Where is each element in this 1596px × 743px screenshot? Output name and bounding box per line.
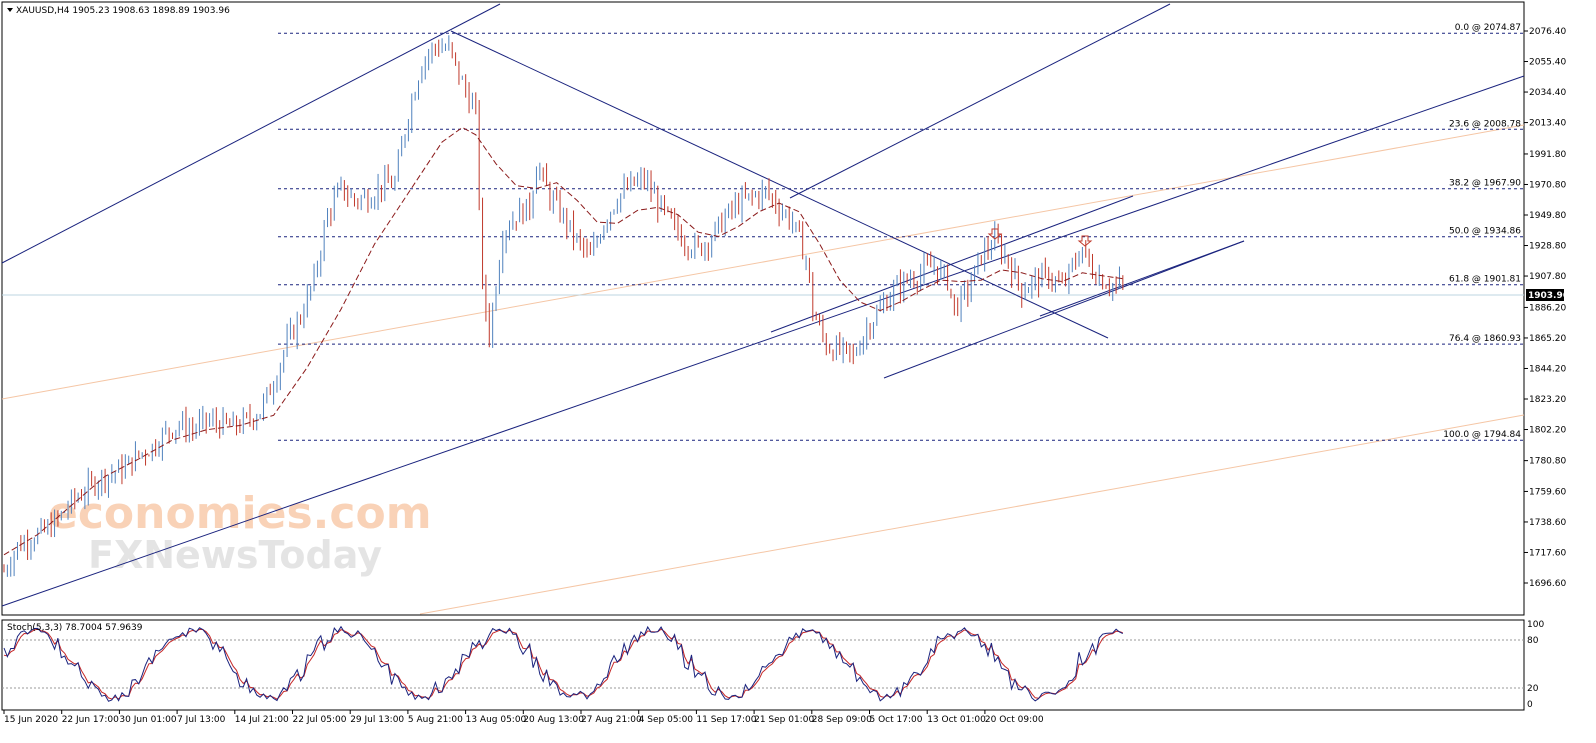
x-tick-label: 28 Sep 09:00 <box>812 715 872 725</box>
y-tick-label: 1886.20 <box>1529 303 1566 313</box>
y-tick-label: 1928.80 <box>1529 242 1566 252</box>
candles <box>3 35 1124 577</box>
fib-label-61.8: 61.8 @ 1901.81 <box>1449 275 1521 285</box>
orange-lower-line <box>419 414 1525 615</box>
stoch-y-label: 20 <box>1527 684 1539 694</box>
stoch-plot-frame <box>1 619 1525 711</box>
y-tick-label: 1717.60 <box>1529 548 1566 558</box>
trend-lines <box>1 3 1525 607</box>
time-axis: 15 Jun 2020 22 Jun 17:00 30 Jun 01:00 7 Jul… <box>3 710 1044 725</box>
current-price-box <box>1526 289 1564 301</box>
stoch-y-label: 0 <box>1527 700 1533 710</box>
x-tick-label: 29 Jul 13:00 <box>350 715 404 725</box>
x-tick-label: 5 Oct 17:00 <box>870 715 923 725</box>
x-tick-label: 22 Jun 17:00 <box>62 715 119 725</box>
x-tick-label: 22 Jul 05:00 <box>293 715 347 725</box>
y-tick-label: 2013.40 <box>1529 119 1566 129</box>
watermark-line1: economies.com <box>48 488 432 539</box>
current-price-label: 1903.96 <box>1528 291 1569 301</box>
x-tick-label: 20 Aug 13:00 <box>523 715 584 725</box>
price-axis: 2076.40 2055.40 2034.40 2013.40 1991.80 1970.… <box>1524 27 1566 589</box>
y-tick-label: 1991.80 <box>1529 150 1566 160</box>
main-plot-frame <box>1 1 1525 616</box>
y-tick-label: 2034.40 <box>1529 88 1566 98</box>
lower-channel-left <box>1 75 1525 607</box>
wedge-upper <box>770 195 1134 333</box>
y-tick-label: 1738.60 <box>1529 518 1566 528</box>
rising-channel-lower <box>1039 240 1245 317</box>
fib-label-38.2: 38.2 @ 1967.90 <box>1449 179 1521 189</box>
x-tick-label: 4 Sep 05:00 <box>639 715 694 725</box>
x-tick-label: 13 Aug 05:00 <box>466 715 527 725</box>
x-tick-label: 21 Sep 01:00 <box>754 715 814 725</box>
orange-upper-line <box>1 124 1525 400</box>
fibonacci-levels: 0.0 @ 2074.87 23.6 @ 2008.78 38.2 @ 1967.9… <box>2 23 1524 441</box>
y-tick-label: 1970.80 <box>1529 180 1566 190</box>
rising-channel-upper <box>883 240 1245 379</box>
y-tick-label: 1696.60 <box>1529 579 1566 589</box>
y-tick-label: 2076.40 <box>1529 27 1566 37</box>
moving-average <box>3 126 1123 556</box>
y-tick-label: 1780.80 <box>1529 457 1566 467</box>
x-tick-label: 27 Aug 21:00 <box>581 715 642 725</box>
watermark-line2: FXNewsToday <box>88 533 382 577</box>
fib-label-0.0: 0.0 @ 2074.87 <box>1455 23 1521 33</box>
stoch-y-label: 80 <box>1527 636 1539 646</box>
y-tick-label: 1823.20 <box>1529 395 1566 405</box>
down-arrow-icon <box>1077 235 1093 247</box>
y-tick-label: 1865.20 <box>1529 334 1566 344</box>
x-tick-label: 11 Sep 17:00 <box>696 715 756 725</box>
chart-header-text: XAUUSD,H4 1905.23 1908.63 1898.89 1903.9… <box>16 6 230 16</box>
x-tick-label: 7 Jul 13:00 <box>177 715 226 725</box>
y-tick-label: 1759.60 <box>1529 487 1566 497</box>
sma-line <box>3 126 1123 556</box>
down-arrow-icon <box>987 228 1003 240</box>
fib-label-100.0: 100.0 @ 1794.84 <box>1443 430 1521 440</box>
x-tick-label: 30 Jun 01:00 <box>119 715 176 725</box>
marker-arrows <box>987 228 1093 247</box>
fib-label-23.6: 23.6 @ 2008.78 <box>1449 119 1521 129</box>
stoch-y-label: 100 <box>1527 620 1544 630</box>
y-tick-label: 1802.20 <box>1529 426 1566 436</box>
current-price-tag: 1903.96 <box>1526 289 1569 301</box>
fib-label-50.0: 50.0 @ 1934.86 <box>1449 227 1521 237</box>
stoch-axis: 100 80 20 0 <box>1527 620 1544 710</box>
stochastic-oscillator <box>2 625 1524 702</box>
x-tick-label: 14 Jul 21:00 <box>235 715 289 725</box>
upper-channel-right <box>789 3 1171 199</box>
y-tick-label: 2055.40 <box>1529 58 1566 68</box>
x-tick-label: 15 Jun 2020 <box>4 715 58 725</box>
stoch-signal-line <box>3 628 1123 700</box>
stoch-main-line <box>3 625 1124 702</box>
symbol-dropdown-icon[interactable] <box>7 8 13 12</box>
y-tick-label: 1844.20 <box>1529 364 1566 374</box>
x-tick-label: 13 Oct 01:00 <box>927 715 986 725</box>
orange-channel-lines <box>1 124 1525 615</box>
y-tick-label: 1907.80 <box>1529 272 1566 282</box>
falling-trend-line <box>450 30 1109 339</box>
fib-label-76.4: 76.4 @ 1860.93 <box>1449 334 1521 344</box>
y-tick-label: 1949.80 <box>1529 211 1566 221</box>
x-tick-label: 20 Oct 09:00 <box>985 715 1044 725</box>
x-tick-label: 5 Aug 21:00 <box>408 715 463 725</box>
chart-header: XAUUSD,H4 1905.23 1908.63 1898.89 1903.9… <box>7 6 230 16</box>
stoch-header-text: Stoch(5,3,3) 78.7004 57.9639 <box>7 623 143 633</box>
watermark-logo: economies.com FXNewsToday <box>48 488 432 577</box>
upper-channel-left <box>1 3 501 264</box>
